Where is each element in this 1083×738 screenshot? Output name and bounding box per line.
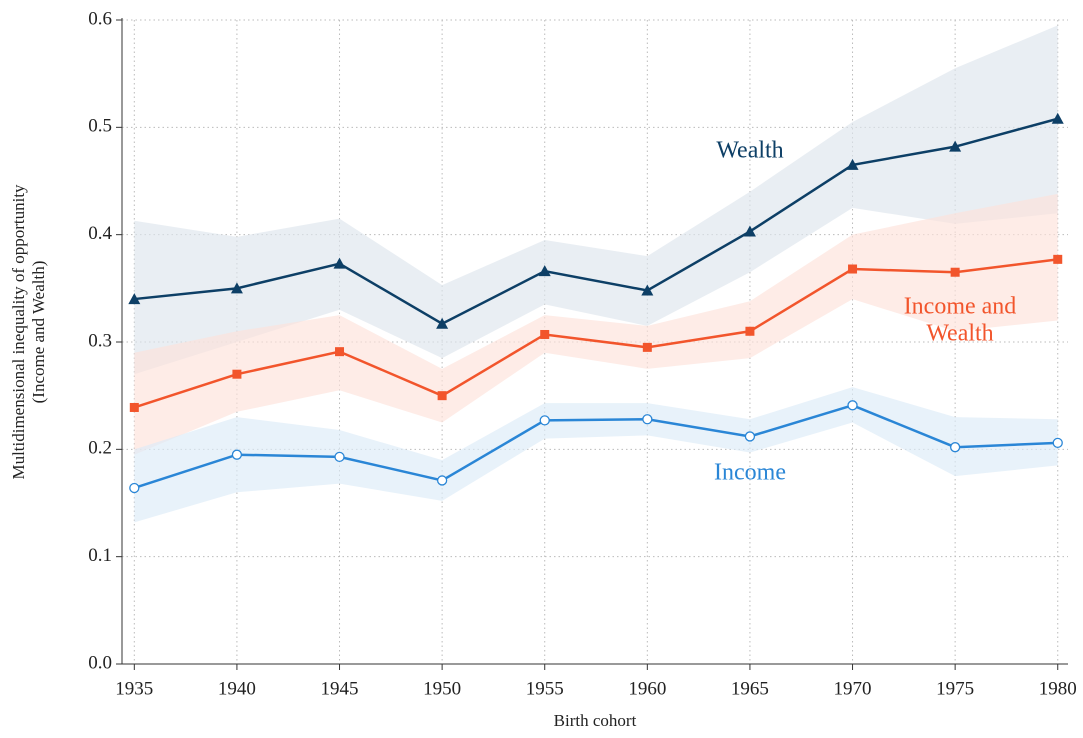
y-tick-label: 0.4: [88, 223, 112, 244]
marker: [128, 293, 141, 305]
y-axis-label: (Income and Wealth): [29, 261, 48, 404]
y-tick-label: 0.0: [88, 652, 112, 673]
marker: [436, 475, 448, 486]
marker: [1051, 112, 1064, 124]
marker: [231, 449, 243, 460]
marker: [437, 391, 447, 401]
marker: [847, 400, 858, 411]
marker: [538, 265, 551, 277]
x-axis-label: Birth cohort: [554, 711, 637, 730]
y-tick-label: 0.6: [88, 8, 112, 29]
marker: [642, 414, 653, 425]
x-tick-label: 1975: [936, 678, 974, 699]
marker: [539, 415, 550, 426]
marker: [1053, 254, 1063, 264]
x-tick-label: 1970: [834, 678, 872, 699]
x-tick-label: 1950: [423, 678, 461, 699]
x-tick-label: 1980: [1039, 678, 1077, 699]
marker: [335, 347, 345, 357]
marker: [743, 225, 756, 237]
y-tick-label: 0.5: [88, 116, 112, 137]
marker: [232, 369, 242, 379]
series-label: Wealth: [926, 321, 993, 347]
marker: [333, 257, 346, 269]
marker: [949, 442, 961, 453]
series-line: [133, 404, 1058, 490]
x-tick-label: 1965: [731, 678, 769, 699]
marker: [436, 317, 449, 329]
x-tick-label: 1945: [321, 678, 359, 699]
marker: [846, 158, 859, 170]
marker: [949, 140, 962, 152]
marker: [129, 482, 140, 494]
x-tick-label: 1960: [628, 678, 666, 699]
marker: [950, 267, 960, 277]
series-line: [134, 117, 1059, 326]
y-tick-label: 0.3: [88, 330, 112, 351]
marker: [334, 451, 345, 462]
confidence-band: [134, 387, 1058, 523]
y-tick-label: 0.2: [88, 438, 112, 459]
x-tick-label: 1935: [115, 678, 153, 699]
y-axis-label: Multidimensional inequality of opportuni…: [9, 184, 28, 480]
x-tick-label: 1940: [218, 678, 256, 699]
series-label: Income and: [904, 294, 1017, 320]
marker: [848, 264, 858, 274]
marker: [745, 326, 755, 336]
series-label: Wealth: [716, 138, 783, 164]
marker: [744, 431, 756, 442]
marker: [641, 284, 654, 296]
series-line: [133, 258, 1058, 409]
series-label: Income: [714, 460, 786, 486]
marker: [540, 329, 550, 339]
confidence-band: [134, 25, 1058, 375]
marker: [1052, 437, 1063, 449]
y-tick-label: 0.1: [88, 545, 112, 566]
marker: [230, 282, 243, 294]
confidence-band: [134, 193, 1058, 455]
marker: [642, 342, 652, 352]
marker: [129, 402, 139, 412]
x-tick-label: 1955: [526, 678, 564, 699]
